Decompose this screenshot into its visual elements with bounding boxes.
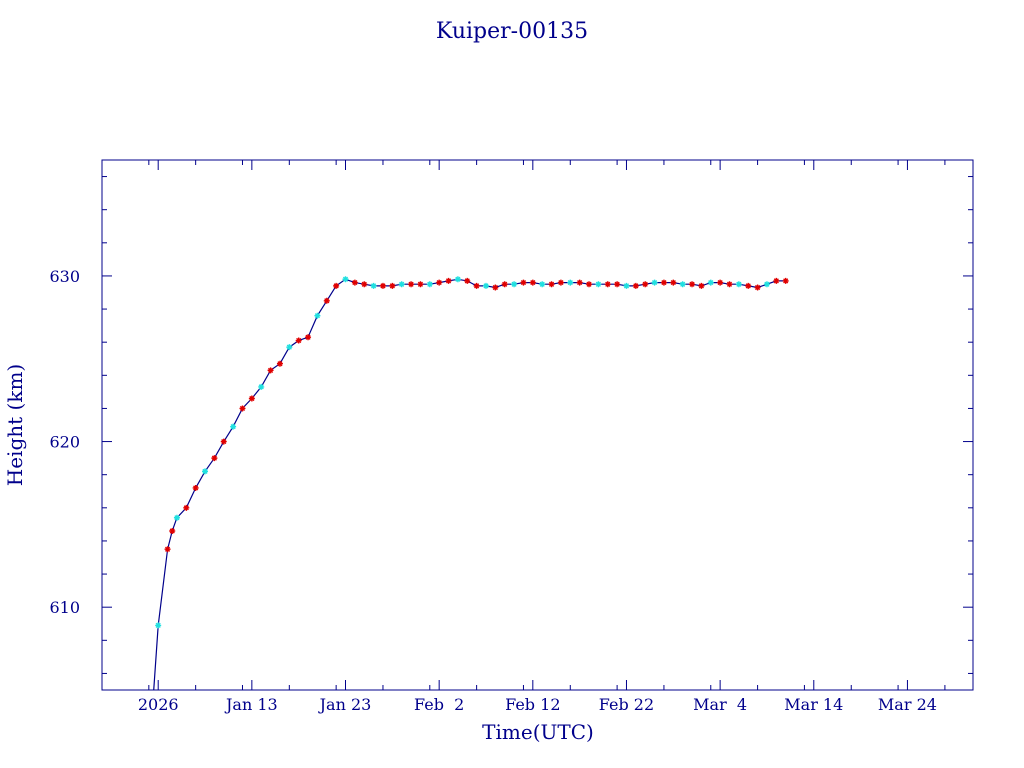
x-tick-label: 2026 [138, 695, 179, 714]
x-axis-label: Time(UTC) [482, 720, 594, 744]
data-point [464, 277, 471, 284]
data-point [679, 281, 686, 288]
data-point [754, 284, 761, 291]
data-point [623, 282, 630, 289]
data-point [492, 284, 499, 291]
data-point [286, 344, 293, 351]
data-point [267, 367, 274, 374]
data-point [782, 277, 789, 284]
data-point [230, 423, 237, 430]
data-point [389, 282, 396, 289]
data-point [735, 281, 742, 288]
x-tick-label: Feb 2 [414, 695, 464, 714]
x-tick-label: Feb 12 [505, 695, 560, 714]
data-point [595, 281, 602, 288]
data-point [651, 279, 658, 286]
data-point [670, 279, 677, 286]
data-point [164, 546, 171, 553]
data-point [698, 282, 705, 289]
data-point [295, 337, 302, 344]
data-point [379, 282, 386, 289]
x-tick-label: Jan 13 [224, 695, 278, 714]
data-point [276, 360, 283, 367]
x-tick-label: Mar 4 [693, 695, 747, 714]
data-point [445, 277, 452, 284]
data-point [192, 484, 199, 491]
data-point [529, 279, 536, 286]
data-point [248, 395, 255, 402]
data-point [370, 282, 377, 289]
data-point [473, 282, 480, 289]
data-point [220, 438, 227, 445]
x-tick-label: Feb 22 [599, 695, 654, 714]
data-point [763, 281, 770, 288]
data-point [169, 528, 176, 534]
data-point [567, 279, 574, 286]
data-point [604, 281, 611, 288]
data-point [211, 455, 218, 462]
data-point [482, 282, 489, 289]
data-point [773, 277, 780, 284]
data-point [202, 468, 209, 475]
data-point [689, 281, 696, 288]
data-point [614, 281, 621, 288]
plot-frame [101, 159, 974, 691]
data-point [361, 281, 368, 288]
chart-title: Kuiper-00135 [436, 19, 588, 44]
data-point [323, 297, 330, 304]
data-point [632, 282, 639, 289]
data-point [717, 279, 724, 286]
ticks-layer [101, 160, 973, 690]
x-tick-label: Mar 24 [878, 695, 937, 714]
data-point [511, 281, 518, 288]
data-point [155, 622, 162, 629]
data-point [576, 279, 583, 286]
data-layer [153, 276, 789, 690]
data-point [398, 281, 405, 288]
x-tick-label: Jan 23 [318, 695, 372, 714]
y-tick-label: 610 [49, 598, 80, 617]
data-point [454, 276, 461, 283]
data-point [707, 279, 714, 286]
data-point [333, 282, 340, 289]
data-point [642, 281, 649, 288]
x-tick-labels: 2026 Jan 13 Jan 23 Feb 2 Feb 12 Feb 22 Mar 4 Ma… [138, 695, 937, 714]
series-line [153, 278, 786, 690]
data-point [183, 504, 190, 511]
data-point [436, 279, 443, 286]
data-point [239, 405, 246, 412]
data-point [342, 276, 349, 283]
data-point [426, 281, 433, 288]
data-point [660, 279, 667, 286]
y-tick-label: 620 [49, 433, 80, 452]
data-point [520, 279, 527, 286]
x-tick-label: Mar 14 [784, 695, 843, 714]
data-point [726, 281, 733, 288]
data-point [173, 514, 180, 521]
data-point [258, 383, 265, 390]
data-point [539, 281, 546, 288]
data-point [417, 281, 424, 288]
data-point [314, 312, 321, 319]
data-point [305, 334, 312, 341]
data-point [351, 279, 358, 286]
data-point [548, 281, 555, 288]
y-tick-labels: 610 620 630 [49, 267, 80, 617]
data-point [745, 282, 752, 289]
data-point [557, 279, 564, 286]
data-point [408, 281, 415, 288]
data-point [501, 281, 508, 288]
data-point [586, 281, 593, 288]
y-axis-label: Height (km) [3, 364, 27, 486]
y-tick-label: 630 [49, 267, 80, 286]
